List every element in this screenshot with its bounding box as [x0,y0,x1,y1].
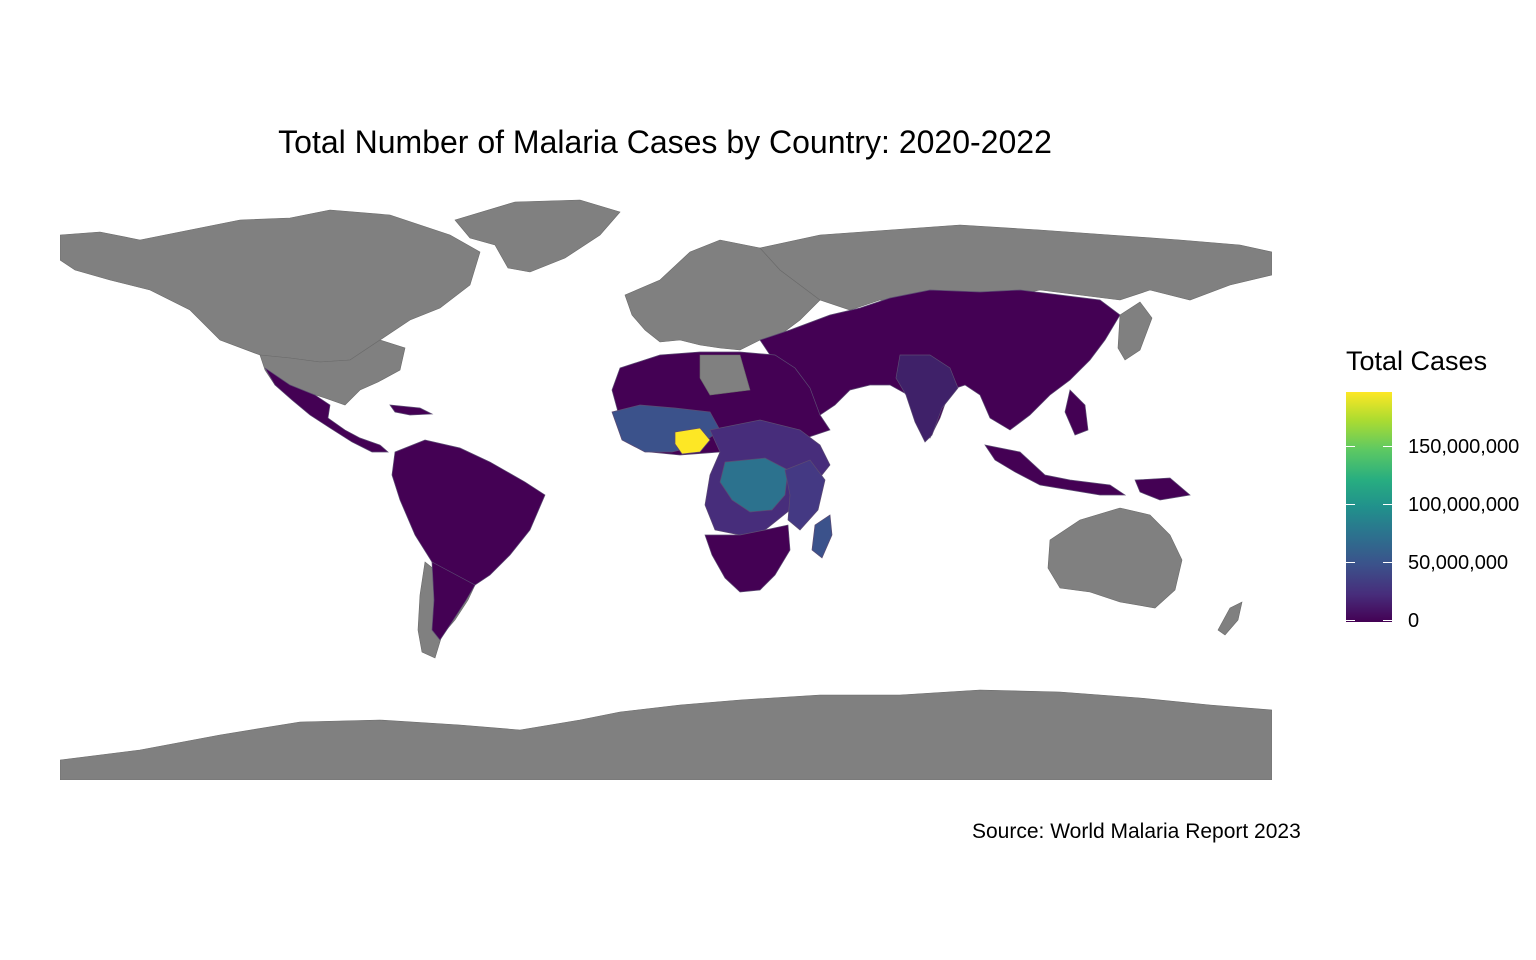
antarctica [59,689,1273,781]
legend-tick [1346,620,1392,621]
nigeria [674,427,711,455]
papua-new-guinea [1134,477,1191,501]
legend-label-0: 0 [1408,610,1420,632]
legend-label-100m: 100,000,000 [1408,494,1520,516]
caribbean [389,404,434,416]
north-america-north [59,209,481,363]
legend-label-150m: 150,000,000 [1408,436,1520,458]
legend-title: Total Cases [1346,346,1488,376]
australia [1047,507,1183,609]
indonesia [984,444,1127,496]
southern-africa [704,524,791,593]
map-title: Total Number of Malaria Cases by Country… [278,124,1052,160]
madagascar [811,514,833,559]
mexico-central-america [264,367,389,453]
source-caption: Source: World Malaria Report 2023 [972,820,1301,843]
dr-congo [719,457,789,513]
india [895,354,959,443]
new-zealand [1217,601,1243,636]
legend-tick [1346,504,1392,505]
legend-label-50m: 50,000,000 [1408,552,1509,574]
libya [699,354,751,396]
greenland [454,199,621,273]
legend-tick [1346,562,1392,563]
legend-tick [1346,446,1392,447]
east-africa [784,459,826,531]
legend-color-bar [1346,392,1392,622]
argentina [431,561,476,641]
philippines [1064,389,1089,436]
japan [1117,301,1153,361]
world-map [59,190,1273,781]
south-america [391,439,546,586]
